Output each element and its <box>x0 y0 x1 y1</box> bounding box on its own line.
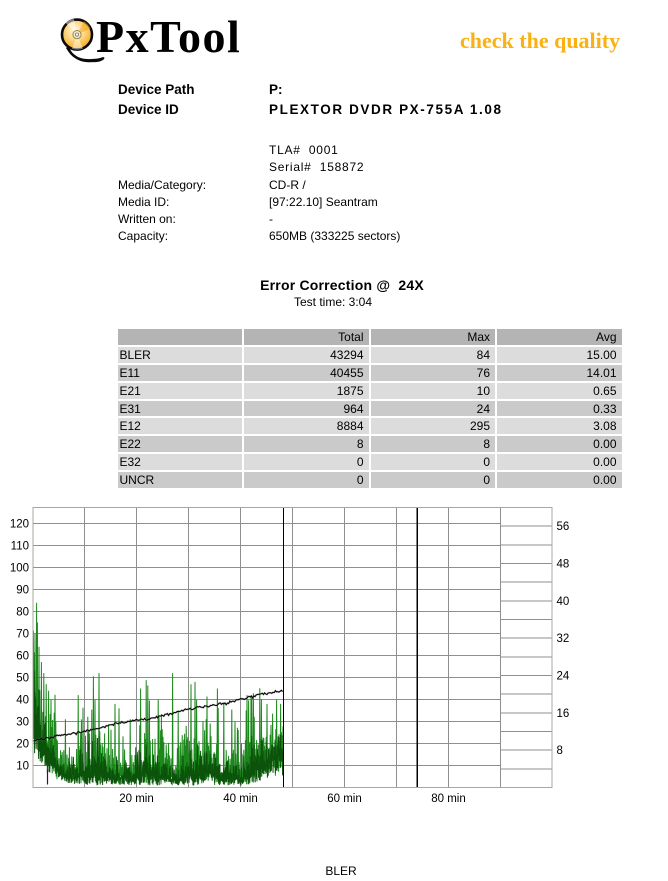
svg-text:10: 10 <box>16 761 29 773</box>
svg-text:20 min: 20 min <box>119 793 154 805</box>
svg-text:8: 8 <box>557 745 563 757</box>
svg-text:70: 70 <box>16 629 29 641</box>
svg-text:30: 30 <box>16 717 29 729</box>
svg-text:32: 32 <box>557 633 570 645</box>
svg-text:120: 120 <box>10 519 29 531</box>
svg-text:80 min: 80 min <box>431 793 466 805</box>
svg-text:56: 56 <box>557 521 570 533</box>
svg-text:60: 60 <box>16 651 29 663</box>
svg-text:80: 80 <box>16 607 29 619</box>
svg-text:40: 40 <box>557 596 570 608</box>
svg-text:40: 40 <box>16 695 29 707</box>
svg-text:40 min: 40 min <box>223 793 258 805</box>
svg-text:100: 100 <box>10 563 29 575</box>
svg-text:20: 20 <box>16 739 29 751</box>
svg-text:50: 50 <box>16 673 29 685</box>
svg-text:110: 110 <box>11 541 29 553</box>
svg-text:16: 16 <box>557 708 570 720</box>
svg-text:24: 24 <box>557 671 570 683</box>
svg-text:60 min: 60 min <box>327 793 362 805</box>
svg-text:48: 48 <box>557 559 570 571</box>
svg-text:90: 90 <box>16 585 29 597</box>
